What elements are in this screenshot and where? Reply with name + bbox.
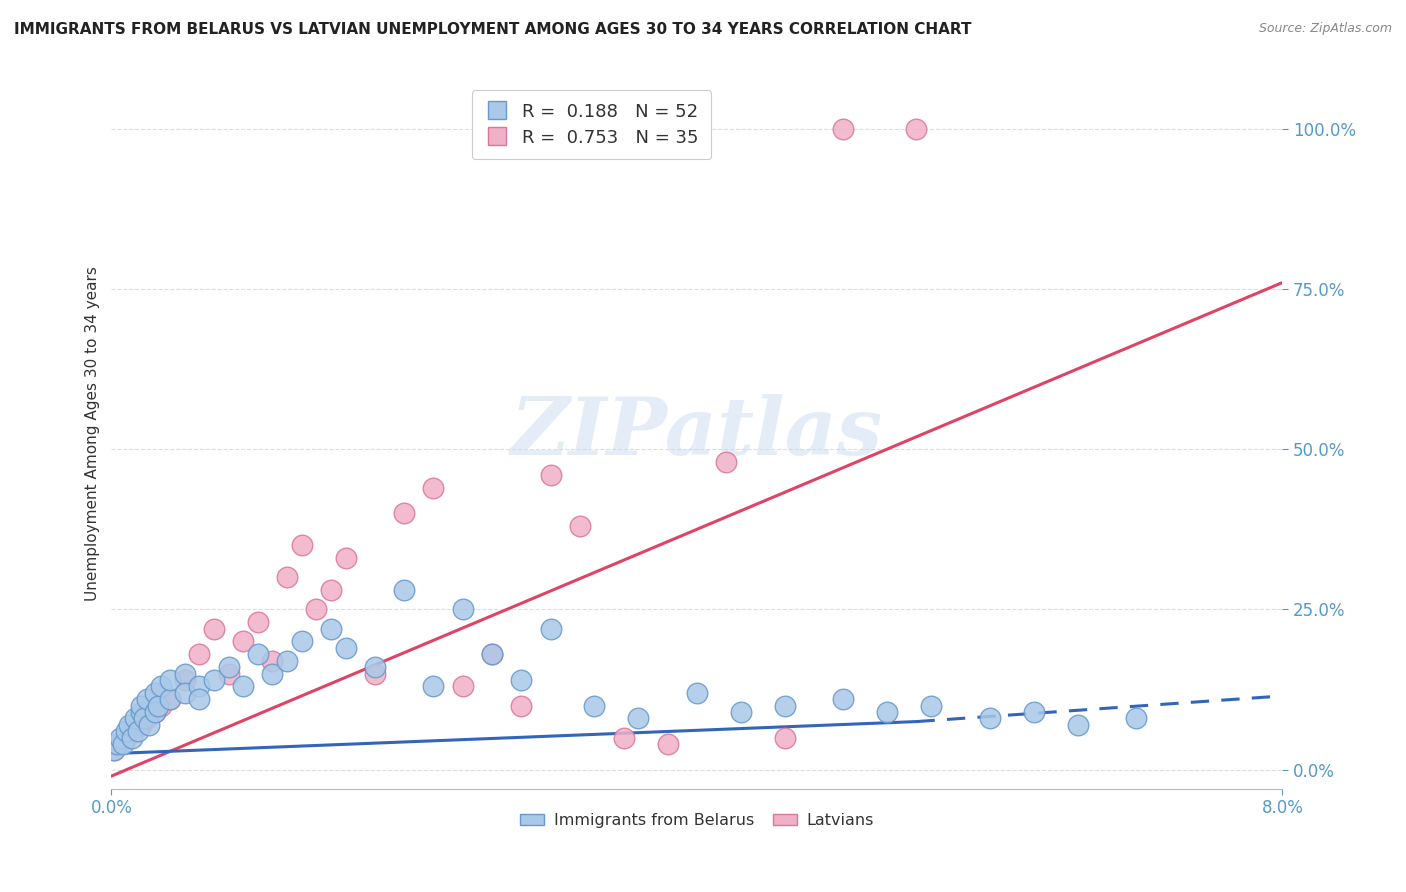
Point [876,705,898,719]
Point [613,731,636,745]
Point [135,692,157,706]
Point [202,622,225,636]
Point [246,615,269,630]
Point [568,519,591,533]
Text: IMMIGRANTS FROM BELARUS VS LATVIAN UNEMPLOYMENT AMONG AGES 30 TO 34 YEARS CORREL: IMMIGRANTS FROM BELARUS VS LATVIAN UNEMP… [14,22,972,37]
Text: ZIPatlas: ZIPatlas [510,394,883,472]
Point [392,583,415,598]
Point [364,666,387,681]
Point [364,660,387,674]
Point [1066,718,1088,732]
Point [714,455,737,469]
Point [103,743,125,757]
Point [148,698,170,713]
Point [335,551,357,566]
Point [319,622,342,636]
Point [138,718,160,732]
Point [540,622,562,636]
Point [188,679,211,693]
Point [188,692,211,706]
Point [276,654,298,668]
Point [920,698,942,713]
Point [335,640,357,655]
Point [773,698,796,713]
Point [686,686,709,700]
Point [108,731,131,745]
Point [143,705,166,719]
Point [108,737,131,751]
Point [105,737,128,751]
Point [232,634,254,648]
Text: Source: ZipAtlas.com: Source: ZipAtlas.com [1258,22,1392,36]
Point [159,692,181,706]
Point [392,506,415,520]
Point [305,602,328,616]
Point [730,705,752,719]
Point [115,724,138,739]
Point [202,673,225,687]
Point [232,679,254,693]
Point [121,724,143,739]
Legend: Immigrants from Belarus, Latvians: Immigrants from Belarus, Latvians [513,806,880,834]
Y-axis label: Unemployment Among Ages 30 to 34 years: Unemployment Among Ages 30 to 34 years [86,266,100,600]
Point [124,711,146,725]
Point [627,711,650,725]
Point [1022,705,1045,719]
Point [319,583,342,598]
Point [188,647,211,661]
Point [291,538,314,552]
Point [129,698,152,713]
Point [773,731,796,745]
Point [173,686,195,700]
Point [115,731,138,745]
Point [510,673,533,687]
Point [150,679,173,693]
Point [132,711,155,725]
Point [246,647,269,661]
Point [657,737,679,751]
Point [905,121,928,136]
Point [540,467,562,482]
Point [135,711,157,725]
Point [276,570,298,584]
Point [510,698,533,713]
Point [173,673,195,687]
Point [159,692,181,706]
Point [129,705,152,719]
Point [121,731,143,745]
Point [832,692,855,706]
Point [218,666,240,681]
Point [103,743,125,757]
Point [143,705,166,719]
Point [422,481,444,495]
Point [262,666,284,681]
Point [979,711,1001,725]
Point [451,602,474,616]
Point [218,660,240,674]
Point [422,679,444,693]
Point [1125,711,1147,725]
Point [159,673,181,687]
Point [143,686,166,700]
Point [481,647,503,661]
Point [118,718,141,732]
Point [583,698,606,713]
Point [127,724,149,739]
Point [150,698,173,713]
Point [481,647,503,661]
Point [291,634,314,648]
Point [262,654,284,668]
Point [112,737,135,751]
Point [173,666,195,681]
Point [129,718,152,732]
Point [451,679,474,693]
Point [832,121,855,136]
